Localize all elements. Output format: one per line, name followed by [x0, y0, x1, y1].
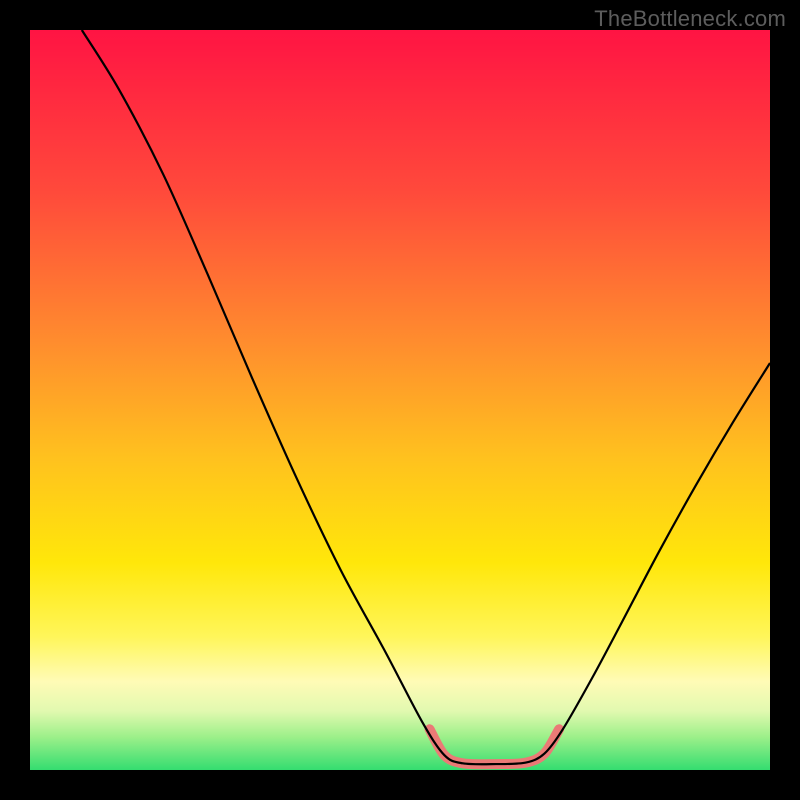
chart-background	[30, 30, 770, 770]
chart-frame: TheBottleneck.com	[0, 0, 800, 800]
watermark-text: TheBottleneck.com	[594, 6, 786, 32]
bottleneck-curve-chart	[0, 0, 800, 800]
